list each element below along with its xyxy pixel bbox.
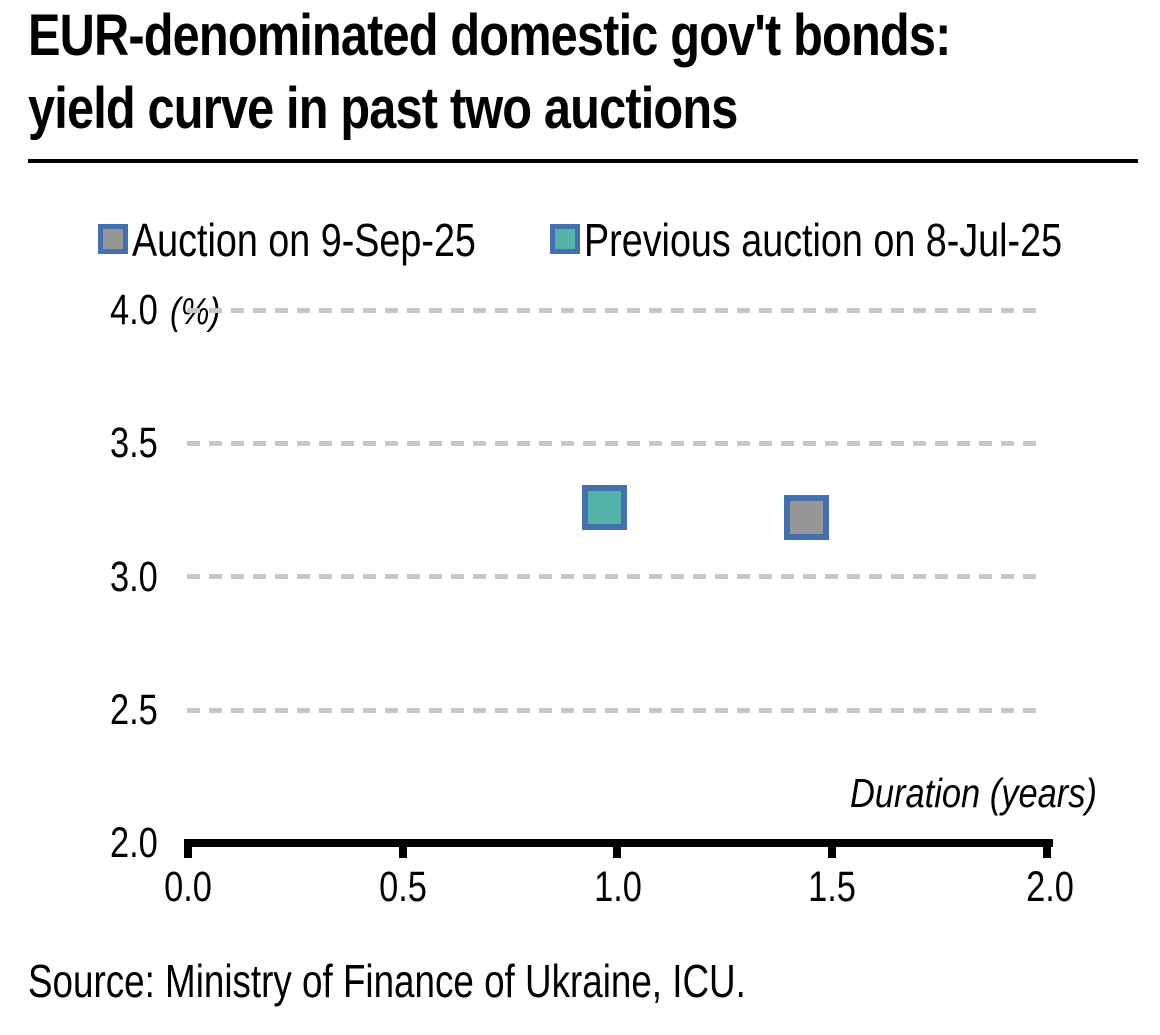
x-tick-1	[613, 839, 621, 858]
gridline-3-5	[187, 441, 1041, 446]
gridline-2-5	[187, 708, 1041, 713]
chart-title-line1: EUR-denominated domestic gov't bonds:	[28, 3, 951, 68]
legend-label: Auction on 9-Sep-25	[132, 214, 476, 266]
x-tick-0	[184, 839, 192, 858]
legend-swatch-sep-auction	[98, 224, 128, 254]
legend-swatch-jul-auction	[550, 224, 580, 254]
source-note: Source: Ministry of Finance of Ukraine, …	[28, 955, 746, 1007]
gridline-3	[187, 574, 1041, 579]
data-point-series-0	[783, 495, 829, 541]
data-point-series-1	[582, 484, 628, 530]
y-tick-label-2-5: 2.5	[110, 686, 158, 734]
legend-label: Previous auction on 8-Jul-25	[584, 214, 1063, 266]
x-tick-1-5	[828, 839, 836, 858]
y-tick-label-3: 3.0	[110, 553, 158, 601]
x-axis-title: Duration (years)	[850, 770, 1097, 816]
chart-title-line2: yield curve in past two auctions	[28, 76, 738, 141]
y-tick-label-3-5: 3.5	[110, 419, 158, 467]
title-divider	[28, 159, 1138, 163]
gridline-4	[187, 308, 1041, 313]
y-tick-label-2: 2.0	[110, 819, 158, 867]
y-tick-label-4: 4.0	[110, 286, 158, 334]
x-tick-2	[1043, 839, 1051, 858]
x-tick-0-5	[399, 839, 407, 858]
